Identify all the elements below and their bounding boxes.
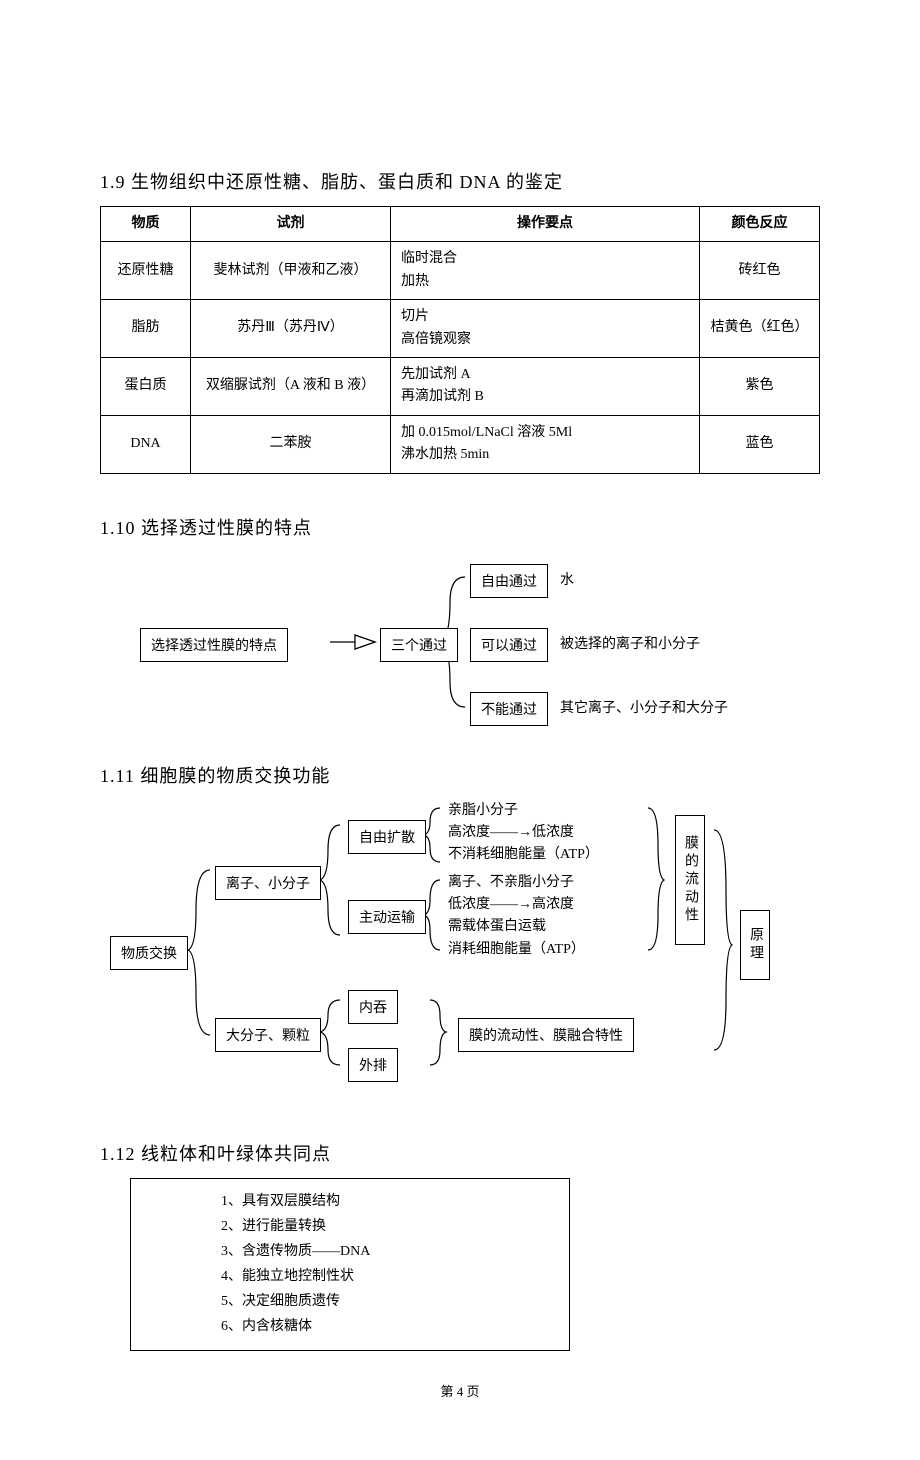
col-steps: 操作要点: [391, 207, 700, 242]
branch-can-desc: 被选择的离子和小分子: [560, 634, 700, 656]
list-item: 1、具有双层膜结构: [221, 1189, 479, 1214]
table-row: 蛋白质双缩脲试剂（A 液和 B 液）先加试剂 A 再滴加试剂 B紫色: [101, 357, 820, 415]
branch-free-desc: 水: [560, 570, 574, 592]
membrane-fluidity-v: 膜的流动性: [675, 815, 705, 945]
section-1-12-title: 1.12 线粒体和叶绿体共同点: [100, 1140, 820, 1166]
cell-substance: 蛋白质: [101, 357, 191, 415]
branch-can: 可以通过: [470, 628, 548, 662]
branch-cannot-desc: 其它离子、小分子和大分子: [560, 698, 728, 720]
common-points-box: 1、具有双层膜结构 2、进行能量转换 3、含遗传物质——DNA 4、能独立地控制…: [130, 1178, 570, 1351]
cell-steps: 临时混合 加热: [391, 242, 700, 300]
sub-free-diffusion: 自由扩散: [348, 820, 426, 854]
sub-active-transport: 主动运输: [348, 900, 426, 934]
branch-ion: 离子、小分子: [215, 866, 321, 900]
cell-color: 砖红色: [700, 242, 820, 300]
cell-steps: 切片 高倍镜观察: [391, 300, 700, 358]
cell-reagent: 双缩脲试剂（A 液和 B 液）: [191, 357, 391, 415]
branch-large: 大分子、颗粒: [215, 1018, 321, 1052]
section-1-11-title: 1.11 细胞膜的物质交换功能: [100, 762, 820, 788]
diagram-1-11: 物质交换 离子、小分子 大分子、颗粒 自由扩散 主动运输 内吞 外排 亲脂小分子…: [100, 800, 820, 1100]
page-footer: 第 4 页: [100, 1381, 820, 1400]
section-1-10-title: 1.10 选择透过性膜的特点: [100, 514, 820, 540]
list-item: 4、能独立地控制性状: [221, 1264, 479, 1289]
mid-box: 三个通过: [380, 628, 458, 662]
list-item: 6、内含核糖体: [221, 1314, 479, 1339]
cell-steps: 加 0.015mol/LNaCl 溶液 5Ml 沸水加热 5min: [391, 415, 700, 473]
list-item: 2、进行能量转换: [221, 1214, 479, 1239]
free-diffusion-details: 亲脂小分子 高浓度——→低浓度 不消耗细胞能量（ATP）: [448, 800, 599, 867]
cell-substance: 还原性糖: [101, 242, 191, 300]
section-1-9-title: 1.9 生物组织中还原性糖、脂肪、蛋白质和 DNA 的鉴定: [100, 168, 820, 194]
cell-color: 蓝色: [700, 415, 820, 473]
cell-substance: DNA: [101, 415, 191, 473]
branch-free: 自由通过: [470, 564, 548, 598]
root-box: 选择透过性膜的特点: [140, 628, 288, 662]
cell-color: 紫色: [700, 357, 820, 415]
sub-endo: 内吞: [348, 990, 398, 1024]
table-row: 脂肪苏丹Ⅲ（苏丹Ⅳ）切片 高倍镜观察桔黄色（红色）: [101, 300, 820, 358]
principle-v: 原理: [740, 910, 770, 980]
cell-color: 桔黄色（红色）: [700, 300, 820, 358]
cell-reagent: 斐林试剂（甲液和乙液）: [191, 242, 391, 300]
col-substance: 物质: [101, 207, 191, 242]
col-color: 颜色反应: [700, 207, 820, 242]
col-reagent: 试剂: [191, 207, 391, 242]
cell-reagent: 二苯胺: [191, 415, 391, 473]
branch-cannot: 不能通过: [470, 692, 548, 726]
root-box-11: 物质交换: [110, 936, 188, 970]
list-item: 3、含遗传物质——DNA: [221, 1239, 479, 1264]
cell-reagent: 苏丹Ⅲ（苏丹Ⅳ）: [191, 300, 391, 358]
sub-exo: 外排: [348, 1048, 398, 1082]
identification-table: 物质 试剂 操作要点 颜色反应 还原性糖斐林试剂（甲液和乙液）临时混合 加热砖红…: [100, 206, 820, 474]
table-row: 还原性糖斐林试剂（甲液和乙液）临时混合 加热砖红色: [101, 242, 820, 300]
table-row: DNA二苯胺加 0.015mol/LNaCl 溶液 5Ml 沸水加热 5min蓝…: [101, 415, 820, 473]
diagram-1-10: 选择透过性膜的特点 三个通过 自由通过 水 可以通过 被选择的离子和小分子 不能…: [100, 552, 820, 732]
cell-substance: 脂肪: [101, 300, 191, 358]
cell-steps: 先加试剂 A 再滴加试剂 B: [391, 357, 700, 415]
active-transport-details: 离子、不亲脂小分子 低浓度——→高浓度 需载体蛋白运载 消耗细胞能量（ATP）: [448, 872, 585, 962]
table-header-row: 物质 试剂 操作要点 颜色反应: [101, 207, 820, 242]
fusion-box: 膜的流动性、膜融合特性: [458, 1018, 634, 1052]
